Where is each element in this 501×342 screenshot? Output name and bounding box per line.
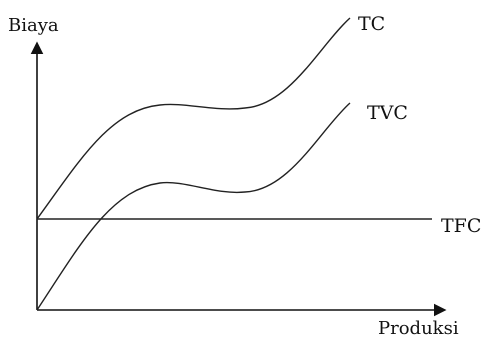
tc-curve — [36, 17, 351, 220]
y-axis-label: Biaya — [8, 15, 59, 36]
x-axis-label: Produksi — [378, 318, 459, 339]
series-label-tvc: TVC — [367, 102, 408, 124]
tvc-curve — [36, 102, 351, 311]
series-label-tfc: TFC — [441, 215, 481, 237]
series-label-tc: TC — [358, 13, 385, 35]
